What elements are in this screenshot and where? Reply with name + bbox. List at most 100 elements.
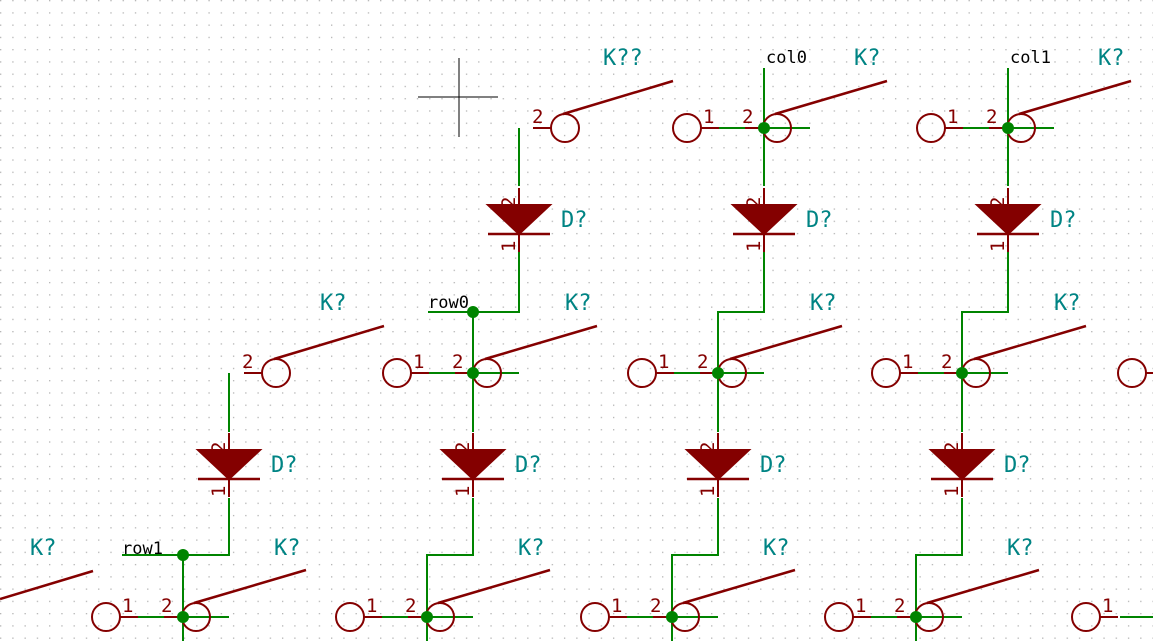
- switch: 1: [1071, 595, 1118, 632]
- junction-dot: [956, 367, 968, 379]
- junction-dot: [177, 611, 189, 623]
- pin-number: 2: [894, 595, 905, 617]
- pin-number: 2: [161, 595, 172, 617]
- pin-number: 1: [208, 486, 230, 497]
- switch-lever: [437, 568, 551, 605]
- switch: 2 K??: [532, 46, 674, 143]
- switches: 2 K?? 1 2 K? 1 2 K? 2 K? 1 2 K? 1 2 K? 1 2 K? K? 1 2 K? 1 2 K? 1 2 K…: [0, 46, 1153, 632]
- switch-lever: [484, 324, 598, 361]
- switch-lever: [682, 568, 796, 605]
- net-labels: col0 col1 row0 row1: [122, 48, 1051, 559]
- diode: 2 1 D?: [684, 433, 787, 497]
- switch-lever: [562, 79, 674, 116]
- pin-number: 1: [413, 351, 424, 373]
- switch-lever: [729, 324, 843, 361]
- junction-dot: [1002, 122, 1014, 134]
- pin-number: 1: [855, 595, 866, 617]
- diode-reference: D?: [271, 453, 298, 478]
- junction-dot: [758, 122, 770, 134]
- switch-reference: K?: [810, 291, 837, 316]
- pin-number: 2: [405, 595, 416, 617]
- net-label-row1[interactable]: row1: [122, 539, 163, 559]
- pin-number: 1: [122, 595, 133, 617]
- net-label-col0[interactable]: col0: [766, 48, 807, 68]
- switch-reference: K?: [1007, 536, 1034, 561]
- pin-number: 2: [532, 106, 543, 128]
- junction-dot: [467, 367, 479, 379]
- pin-number: 2: [941, 351, 952, 373]
- pin-number: 2: [697, 351, 708, 373]
- switch-lever: [774, 79, 888, 116]
- diode: 2 1 D?: [485, 188, 588, 252]
- pin-number: 2: [650, 595, 661, 617]
- junctions: [177, 122, 1014, 623]
- net-label-row0[interactable]: row0: [428, 293, 469, 313]
- switch: 1 2 K?: [916, 46, 1132, 143]
- diode-reference: D?: [1004, 453, 1031, 478]
- diode-reference: D?: [1050, 208, 1077, 233]
- diode-reference: D?: [760, 453, 787, 478]
- pin-number: 1: [658, 351, 669, 373]
- pin-number: 1: [697, 486, 719, 497]
- switch-lever: [1018, 79, 1132, 116]
- switch-reference: K??: [603, 46, 643, 71]
- switch-lever: [973, 324, 1087, 361]
- switch-reference: K?: [274, 536, 301, 561]
- pin-number: 2: [452, 442, 474, 453]
- diode: 2 1 D?: [928, 433, 1031, 497]
- switch-reference: K?: [1054, 291, 1081, 316]
- pin-number: 2: [242, 351, 253, 373]
- pin-number: 2: [941, 442, 963, 453]
- pin-number: 2: [498, 197, 520, 208]
- switch-lever: [193, 568, 307, 605]
- junction-dot: [910, 611, 922, 623]
- switch-reference: K?: [763, 536, 790, 561]
- pin-number: 2: [743, 197, 765, 208]
- pin-number: 1: [498, 241, 520, 252]
- diode-reference: D?: [561, 208, 588, 233]
- pin-number: 1: [452, 486, 474, 497]
- switch: [1117, 358, 1153, 388]
- pin-number: 2: [697, 442, 719, 453]
- switch-lever: [273, 324, 385, 361]
- diode-reference: D?: [806, 208, 833, 233]
- junction-dot: [177, 549, 189, 561]
- pin-number: 2: [986, 106, 997, 128]
- wire: [428, 252, 520, 313]
- diode: 2 1 D?: [974, 188, 1077, 252]
- pin-number: 2: [987, 197, 1009, 208]
- switch: 1 2 K?: [91, 536, 307, 632]
- net-label-col1[interactable]: col1: [1010, 48, 1051, 68]
- junction-dot: [421, 611, 433, 623]
- switch-reference: K?: [1098, 46, 1125, 71]
- pin-number: 1: [611, 595, 622, 617]
- junction-dot: [467, 306, 479, 318]
- switch: 2 K?: [242, 291, 385, 388]
- switch-reference: K?: [518, 536, 545, 561]
- switch-reference: K?: [320, 291, 347, 316]
- switch-lever: [926, 568, 1040, 605]
- pin-number: 1: [902, 351, 913, 373]
- diode-reference: D?: [515, 453, 542, 478]
- pin-number: 1: [987, 241, 1009, 252]
- switch-reference: K?: [854, 46, 881, 71]
- diode: 2 1 D?: [730, 188, 833, 252]
- pin-number: 1: [743, 241, 765, 252]
- pin-number: 2: [208, 442, 230, 453]
- crosshair-cursor-icon: [418, 58, 498, 137]
- pin-number: 2: [742, 106, 753, 128]
- switch: K?: [0, 536, 94, 601]
- diodes: 2 1 D? 2 1 D? 2 1 D? 2 1 D? 2 1 D? 2 1 D? 2 1 D?: [195, 188, 1077, 497]
- wire: [122, 498, 230, 556]
- pin-number: 1: [947, 106, 958, 128]
- junction-dot: [666, 611, 678, 623]
- pin-number: 2: [452, 351, 463, 373]
- switch-lever: [0, 569, 94, 601]
- diode: 2 1 D?: [195, 433, 298, 497]
- junction-dot: [712, 367, 724, 379]
- pin-number: 1: [1102, 595, 1113, 617]
- pin-number: 1: [703, 106, 714, 128]
- switch-reference: K?: [565, 291, 592, 316]
